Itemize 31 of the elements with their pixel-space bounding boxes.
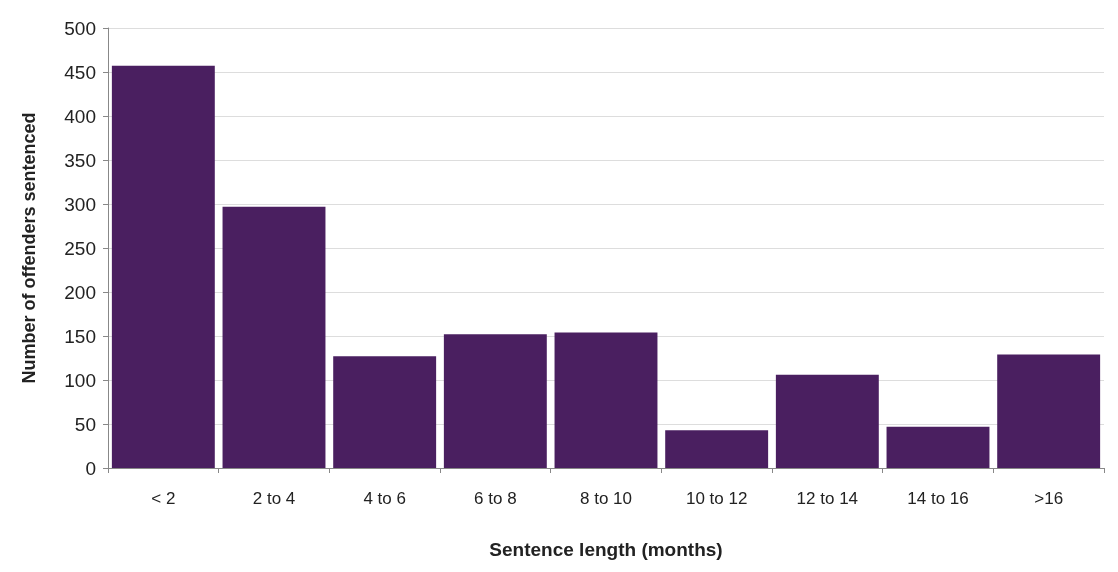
bar <box>554 332 658 468</box>
y-tick-label: 500 <box>64 17 96 39</box>
x-tick-label: 12 to 14 <box>796 489 859 508</box>
y-tick-label: 100 <box>64 369 96 391</box>
y-tick-label: 50 <box>74 413 96 435</box>
y-tick-label: 0 <box>85 457 96 479</box>
bar <box>443 334 547 468</box>
bar <box>997 354 1101 468</box>
bar <box>222 206 326 468</box>
x-axis-title: Sentence length (months) <box>489 539 723 560</box>
x-tick-label: 6 to 8 <box>474 489 517 508</box>
x-tick-label: 4 to 6 <box>363 489 406 508</box>
bar <box>775 374 879 468</box>
y-tick-label: 450 <box>64 61 96 83</box>
y-tick-label: 250 <box>64 237 96 259</box>
x-tick-label: < 2 <box>151 489 176 508</box>
x-tick-label: 2 to 4 <box>252 489 296 508</box>
y-axis-title: Number of offenders sentenced <box>19 112 39 384</box>
x-tick-label: 10 to 12 <box>685 489 748 508</box>
y-tick-label: 150 <box>64 325 96 347</box>
x-tick-label: 14 to 16 <box>907 489 969 508</box>
y-tick-label: 200 <box>64 281 96 303</box>
y-tick-label: 300 <box>64 193 96 215</box>
y-tick-label: 400 <box>64 105 96 127</box>
x-tick-label: >16 <box>1034 489 1064 508</box>
y-tick-label: 350 <box>64 149 96 171</box>
bar <box>665 430 769 468</box>
x-tick-label: 8 to 10 <box>580 489 632 508</box>
bar <box>333 356 437 468</box>
bar <box>886 426 990 468</box>
bar <box>111 65 215 468</box>
